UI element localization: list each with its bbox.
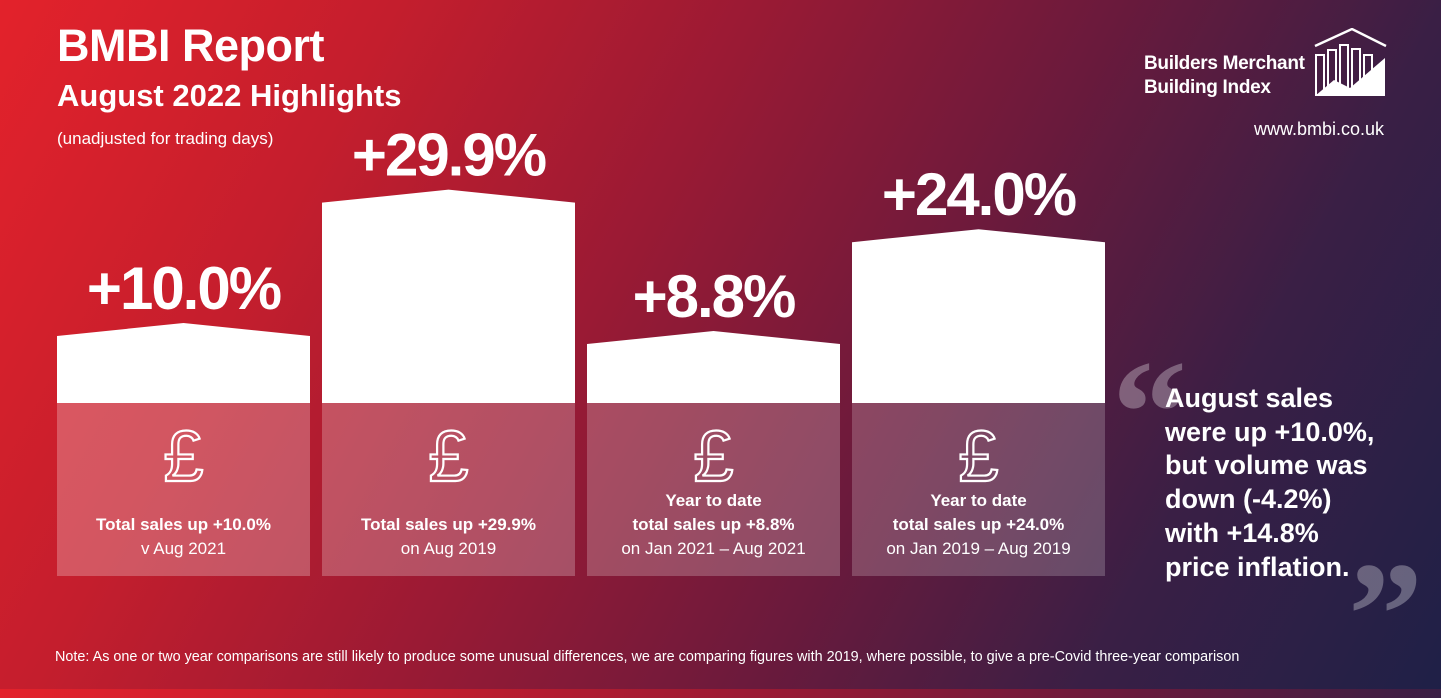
bar-group: +29.9% £ Total sales up +29.9% on Aug 2019 [322, 122, 575, 576]
page-subtitle: August 2022 Highlights [57, 78, 402, 113]
bar-group: +8.8% £Year to date total sales up +8.8% on… [587, 263, 840, 576]
data-label: +29.9% [352, 122, 546, 189]
quote-line: down (-4.2%) [1165, 484, 1332, 515]
caption-line: Year to date [665, 491, 761, 510]
caption-line: Year to date [930, 491, 1026, 510]
highlight-quote: August sales were up +10.0%, but volume … [1165, 382, 1425, 584]
brand-line-1: Builders Merchant [1144, 53, 1305, 74]
building-bars-logo-icon [1314, 28, 1387, 96]
pound-icon: £ [693, 417, 733, 497]
caption-line: Total sales up +29.9% [361, 515, 536, 534]
caption-line: total sales up +8.8% [632, 515, 794, 534]
data-label: +10.0% [87, 255, 281, 322]
website-url[interactable]: www.bmbi.co.uk [1253, 119, 1384, 139]
open-quote-icon: “ [1112, 330, 1187, 496]
bar [852, 229, 1105, 403]
pound-icon: £ [428, 417, 468, 497]
quote-line: with +14.8% [1165, 517, 1319, 548]
quote-line: but volume was [1165, 450, 1368, 481]
footer-note: Note: As one or two year comparisons are… [55, 649, 1240, 665]
bar-group: +10.0% £ Total sales up +10.0% v Aug 2021 [57, 255, 310, 576]
quote-line: price inflation. [1165, 551, 1350, 582]
caption-line: on Jan 2021 – Aug 2021 [621, 539, 805, 558]
bar [587, 331, 840, 403]
caption-line: Total sales up +10.0% [96, 515, 271, 534]
bar-group: +24.0% £Year to date total sales up +24.0%… [852, 161, 1105, 576]
brand-logo: Builders Merchant Building Index [1144, 28, 1394, 100]
close-quote-icon: ” [1348, 532, 1423, 698]
data-label: +24.0% [882, 161, 1076, 228]
caption-line: on Aug 2019 [401, 539, 496, 558]
brand-line-2: Building Index [1144, 77, 1271, 98]
data-label: +8.8% [633, 263, 795, 330]
pound-icon: £ [163, 417, 203, 497]
page-title: BMBI Report [57, 20, 324, 71]
caption-line: total sales up +24.0% [893, 515, 1065, 534]
brand-name: Builders Merchant Building Index [1144, 52, 1305, 100]
caption-panel [587, 403, 840, 576]
pound-icon: £ [958, 417, 998, 497]
quote-line: were up +10.0%, [1165, 416, 1375, 447]
caption-line: on Jan 2019 – Aug 2019 [886, 539, 1070, 558]
bar [322, 189, 575, 403]
caption-panel [322, 403, 575, 576]
caption-panel [57, 403, 310, 576]
trading-days-note: (unadjusted for trading days) [57, 129, 274, 148]
caption-panel [852, 403, 1105, 576]
caption-line: v Aug 2021 [141, 539, 226, 558]
quote-line: August sales [1165, 383, 1334, 413]
bar [57, 323, 310, 403]
